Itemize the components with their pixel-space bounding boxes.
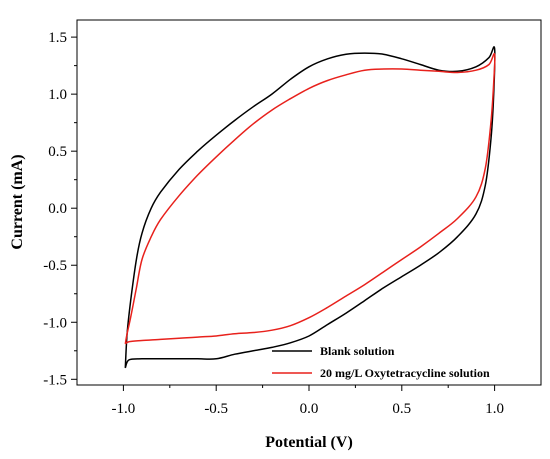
series-line-oxytetracycline bbox=[124, 52, 496, 345]
legend-label-oxytetracycline: 20 mg/L Oxytetracycline solution bbox=[320, 366, 490, 380]
x-axis-title: Potential (V) bbox=[265, 434, 353, 451]
legend-label-blank: Blank solution bbox=[320, 344, 395, 358]
x-tick-label: -0.5 bbox=[204, 401, 228, 417]
y-tick-label: -0.5 bbox=[43, 258, 67, 274]
y-axis: -1.5 -1.0 -0.5 0.0 0.5 1.0 1.5 bbox=[43, 30, 77, 388]
x-tick-label: 0.0 bbox=[300, 401, 319, 417]
y-tick-label: -1.5 bbox=[43, 372, 67, 388]
series-line-blank bbox=[124, 46, 496, 369]
series-layer bbox=[124, 46, 496, 369]
y-tick-label: -1.0 bbox=[43, 315, 67, 331]
x-tick-label: 0.5 bbox=[392, 401, 411, 417]
y-tick-label: 0.0 bbox=[48, 201, 67, 217]
x-axis: -1.0 -0.5 0.0 0.5 1.0 bbox=[112, 385, 504, 417]
x-tick-label: -1.0 bbox=[112, 401, 136, 417]
y-tick-label: 1.0 bbox=[48, 87, 67, 103]
x-tick-label: 1.0 bbox=[485, 401, 504, 417]
y-tick-label: 1.5 bbox=[48, 30, 67, 46]
legend: Blank solution 20 mg/L Oxytetracycline s… bbox=[272, 344, 490, 380]
y-tick-label: 0.5 bbox=[48, 144, 67, 160]
y-axis-title: Current (mA) bbox=[9, 154, 26, 249]
